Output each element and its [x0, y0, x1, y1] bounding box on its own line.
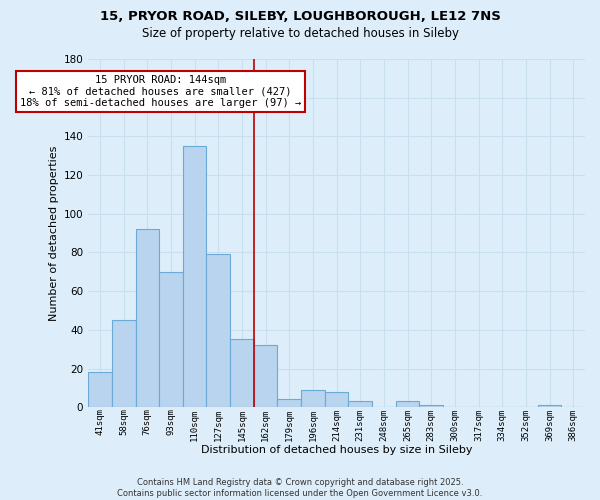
Text: Size of property relative to detached houses in Sileby: Size of property relative to detached ho…: [142, 28, 458, 40]
Bar: [206, 254, 230, 407]
Bar: [396, 402, 419, 407]
Bar: [277, 400, 301, 407]
Bar: [301, 390, 325, 407]
Bar: [325, 392, 349, 407]
Bar: [230, 340, 254, 407]
X-axis label: Distribution of detached houses by size in Sileby: Distribution of detached houses by size …: [201, 445, 472, 455]
Bar: [183, 146, 206, 407]
Bar: [254, 346, 277, 407]
Bar: [112, 320, 136, 407]
Bar: [159, 272, 183, 407]
Bar: [349, 402, 372, 407]
Bar: [538, 406, 562, 407]
Bar: [136, 229, 159, 407]
Text: Contains HM Land Registry data © Crown copyright and database right 2025.
Contai: Contains HM Land Registry data © Crown c…: [118, 478, 482, 498]
Bar: [88, 372, 112, 407]
Y-axis label: Number of detached properties: Number of detached properties: [49, 146, 59, 321]
Text: 15 PRYOR ROAD: 144sqm
← 81% of detached houses are smaller (427)
18% of semi-det: 15 PRYOR ROAD: 144sqm ← 81% of detached …: [20, 74, 301, 108]
Text: 15, PRYOR ROAD, SILEBY, LOUGHBOROUGH, LE12 7NS: 15, PRYOR ROAD, SILEBY, LOUGHBOROUGH, LE…: [100, 10, 500, 23]
Bar: [419, 406, 443, 407]
